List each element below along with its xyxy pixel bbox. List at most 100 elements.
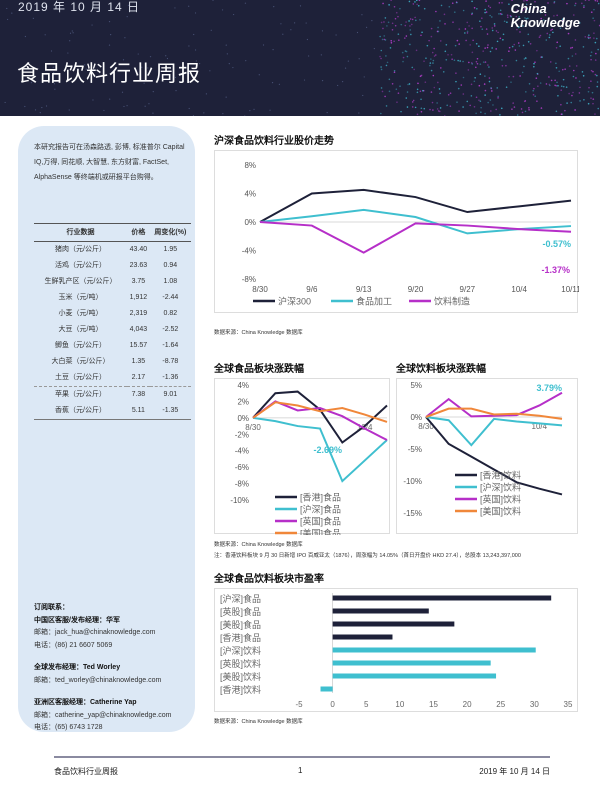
dot [405,21,407,23]
dot [553,15,555,17]
dot [478,99,480,102]
dot [148,103,150,105]
stock-trend-chart: 8% 4% 0% -4% -8% 8/30 9/6 9/13 9/20 9/27 10/4 10/11… [214,150,581,313]
series-line-0 [259,188,572,223]
email-link[interactable]: 邮箱：catherine_yap@chinaknowledge.com [34,711,172,719]
dot [212,0,214,1]
x-tick-label: 9/13 [356,285,372,294]
dot [480,25,482,28]
x-tick-label: 8/30 [418,422,434,431]
dot [458,43,460,45]
data-label: -1.37% [541,265,570,275]
dot [540,17,543,20]
dot [396,101,398,104]
dot [590,80,592,82]
dot [593,37,595,39]
contact-name: 亚洲区客服经理：Catherine Yap [34,699,137,706]
dot [194,49,197,51]
dot [468,61,470,64]
dot [439,40,442,42]
dot [34,109,37,111]
cell-change: -8.78 [162,358,179,365]
dot [595,52,597,55]
dot [566,2,568,5]
x-tick-label: 10/4 [357,423,373,432]
dot [518,26,520,28]
dot [493,23,496,25]
dot [592,17,594,19]
cell-price: 1,912 [129,294,148,301]
cell-name: 大豆（元/吨） [58,326,103,333]
dot [546,32,549,35]
dot [384,17,387,19]
cell-price: 1.35 [131,358,146,365]
dot [564,109,566,112]
dot [511,108,513,110]
dot [41,106,43,109]
dot [381,90,384,93]
dot [565,86,568,88]
dot [290,29,292,31]
dot [426,44,429,47]
dot [380,87,383,89]
x-tick-label: 10/11 [561,285,579,294]
dot [484,94,486,96]
series-line-0 [425,416,563,496]
dot [393,40,395,43]
dot [423,107,426,110]
dot [417,82,419,85]
dot [500,107,503,110]
dot [188,45,190,47]
phone-number: 电话：(65) 6743 1728 [34,724,103,731]
dot [497,31,499,34]
x-tick-label: 9/20 [408,285,424,294]
x-tick-label: 15 [429,700,438,709]
dot [411,101,414,103]
dot [347,60,349,62]
dot [430,58,432,60]
contact-name: 全球发布经理：Ted Worley [34,664,121,671]
cell-change: 0.94 [163,262,178,269]
dot [489,6,492,9]
cell-price: 23.63 [129,262,148,269]
dot [361,14,363,16]
x-tick-label: 8/30 [252,285,268,294]
dot [548,76,550,78]
dot [188,107,190,110]
dot [439,110,441,113]
email-link[interactable]: 邮箱：ted_worley@chinaknowledge.com [34,676,162,684]
dot [529,42,532,45]
footer-title: 食品饮料行业周报 [54,767,118,776]
dot [479,20,481,22]
cell-price: 3.75 [131,278,146,285]
dot [174,76,177,79]
dot [515,10,518,13]
dot [524,17,526,19]
dot [583,6,585,9]
dot [490,90,493,92]
dot [508,46,511,49]
bar [332,647,536,653]
dot [579,100,581,102]
dot [416,3,418,6]
dot [437,30,440,33]
dot [380,112,382,115]
dot [489,99,492,101]
email-link[interactable]: 邮箱：jack_hua@chinaknowledge.com [34,629,156,636]
table-row: 活鸡（元/公斤） 23.63 0.94 [34,258,191,274]
dot [385,55,387,57]
dot [501,64,504,67]
dot [486,33,489,35]
dot [574,39,577,41]
dot [462,60,464,63]
dot [593,8,595,11]
dot [415,19,417,22]
dot [439,92,441,95]
cell-name: 生鲜乳产区（元/公斤） [44,278,117,285]
cell-change: 1.08 [163,278,178,285]
dot [388,78,391,81]
x-tick-label: 9/6 [306,285,318,294]
dot [222,113,224,115]
dot [508,3,510,5]
dot [462,9,465,12]
